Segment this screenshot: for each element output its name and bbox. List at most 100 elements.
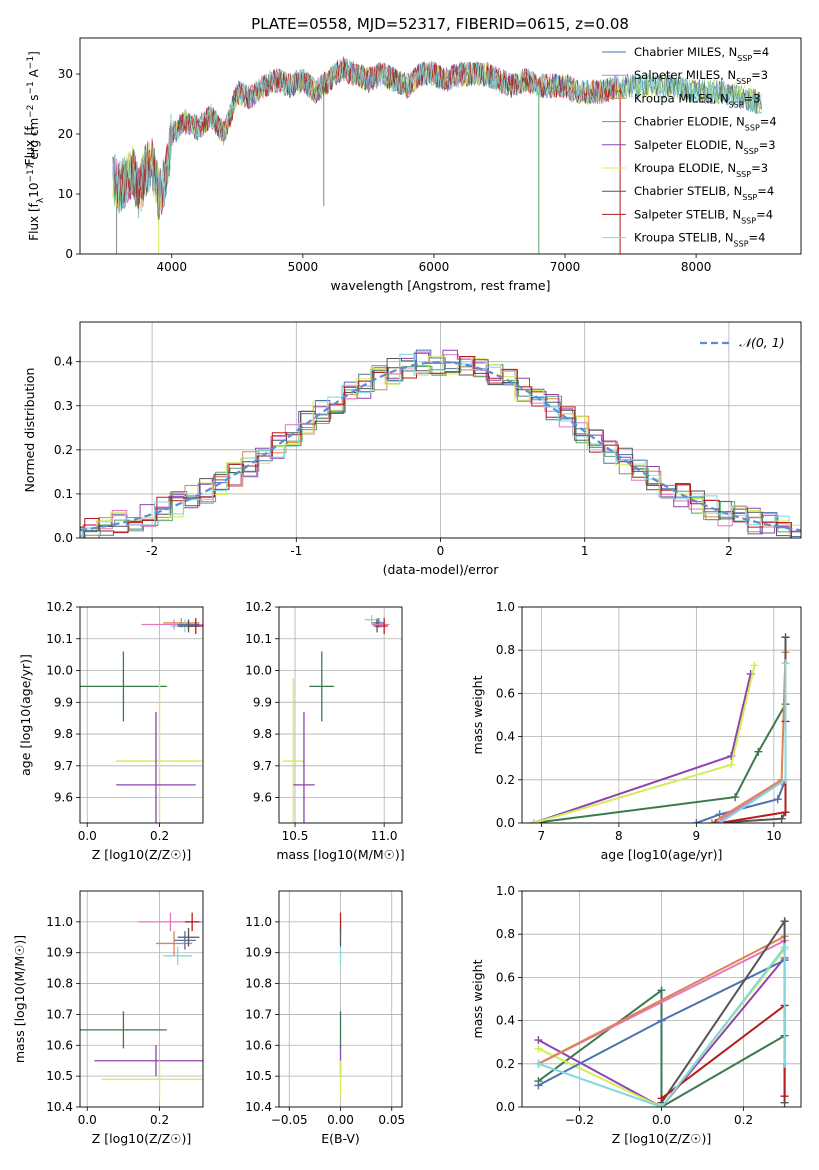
x-tick-label: 11.0 xyxy=(371,829,398,843)
legend-suffix: =3 xyxy=(744,91,761,105)
y-tick-label: 0.8 xyxy=(496,643,515,657)
y-tick-label: 10.6 xyxy=(46,1038,73,1052)
y-tick-label: 0.6 xyxy=(496,686,515,700)
y-tick-label: 10.4 xyxy=(245,1100,272,1114)
y-tick-label: 10.5 xyxy=(245,1069,272,1083)
legend-sub: SSP xyxy=(744,146,759,155)
legend-text: Chabrier ELODIE, N xyxy=(634,115,745,129)
legend-entry: Chabrier MILES, NSSP=4 xyxy=(634,45,769,63)
y-tick-label: 0.4 xyxy=(54,355,73,369)
x-tick-label: 0.00 xyxy=(327,1113,354,1127)
y-axis-label-part: A xyxy=(27,68,41,81)
data-point xyxy=(163,946,193,966)
data-point xyxy=(373,619,381,633)
series-marker xyxy=(657,1094,666,1103)
y-tick-label: 0.0 xyxy=(54,531,73,545)
x-tick-label: 8 xyxy=(615,829,623,843)
y-tick-label: 10.5 xyxy=(46,1069,73,1083)
series-marker xyxy=(715,810,724,819)
y-tick-label: 9.6 xyxy=(253,791,272,805)
y-axis-label-part: −17 xyxy=(26,164,36,183)
legend-sub: SSP xyxy=(741,216,756,225)
legend-suffix: =4 xyxy=(757,184,774,198)
series-marker xyxy=(711,819,720,823)
y-tick-label: 1.0 xyxy=(496,884,515,898)
y-tick-label: 9.7 xyxy=(54,759,73,773)
series-marker xyxy=(777,814,786,823)
data-point xyxy=(184,912,200,932)
spectrum-line xyxy=(112,59,762,215)
y-tick-label: 9.9 xyxy=(54,695,73,709)
legend-text: Kroupa MILES, N xyxy=(634,91,729,105)
series-marker xyxy=(781,659,790,668)
plot-area xyxy=(522,607,801,823)
x-axis-label: Z [log10(Z/Z☉)] xyxy=(612,1131,712,1146)
y-tick-label: 10.1 xyxy=(46,632,73,646)
y-tick-label: 0.0 xyxy=(496,816,515,830)
y-tick-label: 10.4 xyxy=(46,1100,73,1114)
y-tick-label: 11.0 xyxy=(46,915,73,929)
series-marker xyxy=(781,808,790,817)
x-tick-label: 0.2 xyxy=(150,829,169,843)
legend-text: Chabrier MILES, N xyxy=(634,45,737,59)
plot-area xyxy=(112,56,762,254)
series-line xyxy=(537,957,786,1107)
panel-age-vs-Z: 0.0 0.2 9.6 9.7 9.8 9.9 10.0 10.1 10.2 Z [log10(Z… xyxy=(18,600,204,862)
x-tick-label: 7000 xyxy=(550,260,581,274)
x-tick-label: -1 xyxy=(290,544,302,558)
panel-spectrum: 4000 5000 6000 7000 8000 0 10 20 30 wavelength [A… xyxy=(22,37,802,293)
series-marker xyxy=(657,1016,666,1025)
y-tick-label: 9.7 xyxy=(253,759,272,773)
series-marker xyxy=(781,775,790,784)
y-axis-label-part: erg cm xyxy=(27,118,41,164)
legend-entry: Salpeter ELODIE, NSSP=3 xyxy=(634,138,776,156)
legend-suffix: =4 xyxy=(752,45,769,59)
y-tick-label: 1.0 xyxy=(496,600,515,614)
series-marker xyxy=(534,1081,543,1090)
y-tick-label: 10.6 xyxy=(245,1038,272,1052)
data-point xyxy=(80,1011,167,1049)
y-tick-label: 0.4 xyxy=(496,730,515,744)
y-axis-label-part: 10 xyxy=(27,183,41,198)
data-point xyxy=(174,931,196,950)
y-tick-label: 0 xyxy=(65,247,73,261)
x-tick-label: 0.05 xyxy=(378,1113,405,1127)
series-marker xyxy=(750,661,759,670)
panel-mass-vs-Z: 0.0 0.2 10.4 10.5 10.6 10.7 10.8 10.9 11.0 Z [log… xyxy=(12,890,204,1146)
data-point xyxy=(155,931,193,956)
y-tick-label: 0.2 xyxy=(496,1057,515,1071)
y-tick-label: 10.1 xyxy=(245,632,272,646)
legend-sub: SSP xyxy=(729,100,744,109)
series-marker xyxy=(727,760,736,769)
y-axis-label-part: s xyxy=(27,95,41,105)
plot-area xyxy=(80,322,801,538)
legend-entry: Chabrier STELIB, NSSP=4 xyxy=(634,184,774,202)
legend-suffix: =4 xyxy=(760,115,777,129)
series-marker xyxy=(780,1092,789,1101)
x-tick-label: 2 xyxy=(725,544,733,558)
axes-frame xyxy=(79,37,802,255)
legend-text: Salpeter MILES, N xyxy=(634,68,736,82)
x-tick-label: 0.2 xyxy=(734,1113,753,1127)
series-marker xyxy=(657,1103,666,1107)
y-axis-label-part: ] xyxy=(27,51,41,56)
legend-text: Salpeter ELODIE, N xyxy=(634,138,744,152)
y-tick-label: 10.7 xyxy=(46,1007,73,1021)
y-axis-label-part: −1 xyxy=(26,81,36,94)
series-marker xyxy=(657,986,666,995)
series-marker xyxy=(707,819,716,823)
panel-age-vs-mass: 10.5 11.0 9.6 9.7 9.8 9.9 10.0 10.1 10.2 mass [lo… xyxy=(245,600,404,862)
data-point xyxy=(101,1060,203,1098)
legend-sub: SSP xyxy=(736,170,751,179)
x-axis-label: Z [log10(Z/Z☉)] xyxy=(92,847,192,862)
y-tick-label: 0.1 xyxy=(54,487,73,501)
x-tick-label: 6000 xyxy=(419,260,450,274)
y-axis-label-part: Flux [f xyxy=(27,202,41,240)
x-tick-label: 1 xyxy=(581,544,589,558)
plot-area xyxy=(279,891,402,1107)
x-tick-label: 0.0 xyxy=(652,1113,671,1127)
y-tick-label: 10.7 xyxy=(245,1007,272,1021)
histogram-step xyxy=(80,349,801,538)
